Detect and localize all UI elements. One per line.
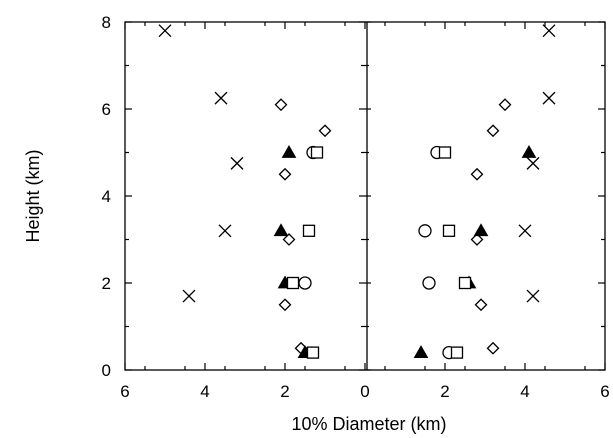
y-axis-title: Height (km) (23, 149, 43, 242)
x-tick-label: 2 (440, 382, 449, 401)
triangle-marker (281, 144, 297, 158)
x-tick-label: 4 (200, 382, 209, 401)
x-tick-label: 6 (600, 382, 609, 401)
diamond-marker (470, 233, 484, 246)
diamond-marker (278, 167, 292, 181)
triangle-marker (413, 345, 429, 358)
y-tick-label: 4 (102, 187, 111, 206)
square-marker (306, 346, 320, 359)
diamond-marker (278, 298, 292, 312)
square-marker (286, 276, 300, 290)
cross-marker (158, 24, 172, 38)
circle-marker (422, 276, 436, 290)
y-tick-label: 6 (102, 100, 111, 119)
diamond-marker (470, 167, 484, 181)
diamond-marker (474, 298, 488, 312)
x-tick-label: 4 (520, 382, 529, 401)
x-tick-label: 0 (360, 382, 369, 401)
diamond-marker (274, 98, 288, 112)
cross-marker (230, 156, 244, 170)
y-tick-label: 8 (102, 13, 111, 32)
diamond-marker (486, 341, 500, 355)
y-tick-label: 0 (102, 361, 111, 380)
x-axis-title: 10% Diameter (km) (291, 414, 446, 434)
triangle-marker (273, 223, 289, 237)
cross-marker (182, 289, 196, 303)
triangle-marker (473, 223, 489, 237)
cross-marker (526, 289, 540, 303)
cross-marker (214, 91, 228, 105)
y-tick-label: 2 (102, 274, 111, 293)
square-marker (450, 346, 464, 359)
data-markers (158, 24, 556, 360)
square-marker (442, 224, 456, 237)
square-marker (310, 146, 324, 159)
x-tick-label: 6 (120, 382, 129, 401)
diamond-marker (282, 233, 296, 246)
square-marker (438, 146, 452, 159)
diamond-marker (486, 124, 500, 138)
square-marker (458, 276, 472, 290)
x-tick-label: 2 (280, 382, 289, 401)
cross-marker (218, 224, 232, 238)
tick-marks (124, 21, 606, 371)
cross-marker (518, 224, 532, 238)
cross-marker (526, 156, 540, 170)
cross-marker (542, 91, 556, 105)
circle-marker (298, 276, 312, 290)
triangle-marker (521, 144, 537, 158)
circle-marker (418, 224, 432, 238)
cross-marker (542, 24, 556, 38)
diamond-marker (498, 98, 512, 112)
diamond-marker (318, 124, 332, 138)
square-marker (302, 224, 316, 237)
